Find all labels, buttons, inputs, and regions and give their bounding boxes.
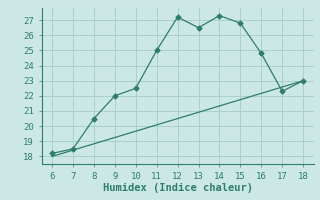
- X-axis label: Humidex (Indice chaleur): Humidex (Indice chaleur): [103, 183, 252, 193]
